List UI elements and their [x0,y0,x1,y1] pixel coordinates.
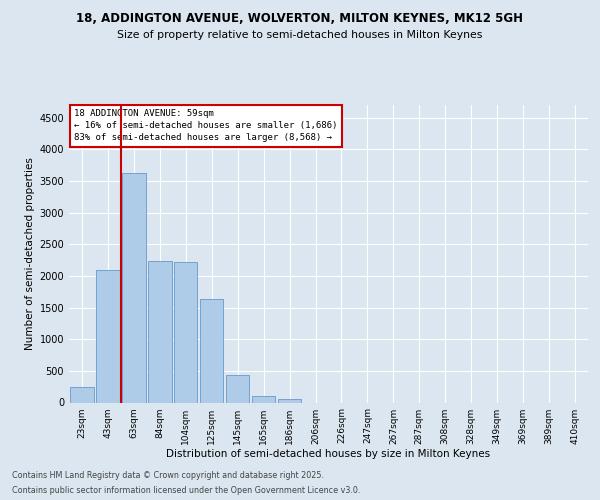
Bar [278,399,301,402]
Bar [174,262,197,402]
X-axis label: Distribution of semi-detached houses by size in Milton Keynes: Distribution of semi-detached houses by … [166,450,491,460]
Bar [226,376,250,402]
Text: 18, ADDINGTON AVENUE, WOLVERTON, MILTON KEYNES, MK12 5GH: 18, ADDINGTON AVENUE, WOLVERTON, MILTON … [77,12,523,26]
Text: Contains HM Land Registry data © Crown copyright and database right 2025.: Contains HM Land Registry data © Crown c… [12,471,324,480]
Bar [148,260,172,402]
Y-axis label: Number of semi-detached properties: Number of semi-detached properties [25,158,35,350]
Text: 18 ADDINGTON AVENUE: 59sqm
← 16% of semi-detached houses are smaller (1,686)
83%: 18 ADDINGTON AVENUE: 59sqm ← 16% of semi… [74,110,338,142]
Bar [200,298,223,403]
Text: Contains public sector information licensed under the Open Government Licence v3: Contains public sector information licen… [12,486,361,495]
Bar [122,174,146,402]
Text: Size of property relative to semi-detached houses in Milton Keynes: Size of property relative to semi-detach… [118,30,482,40]
Bar [252,396,275,402]
Bar [96,270,119,402]
Bar [70,386,94,402]
